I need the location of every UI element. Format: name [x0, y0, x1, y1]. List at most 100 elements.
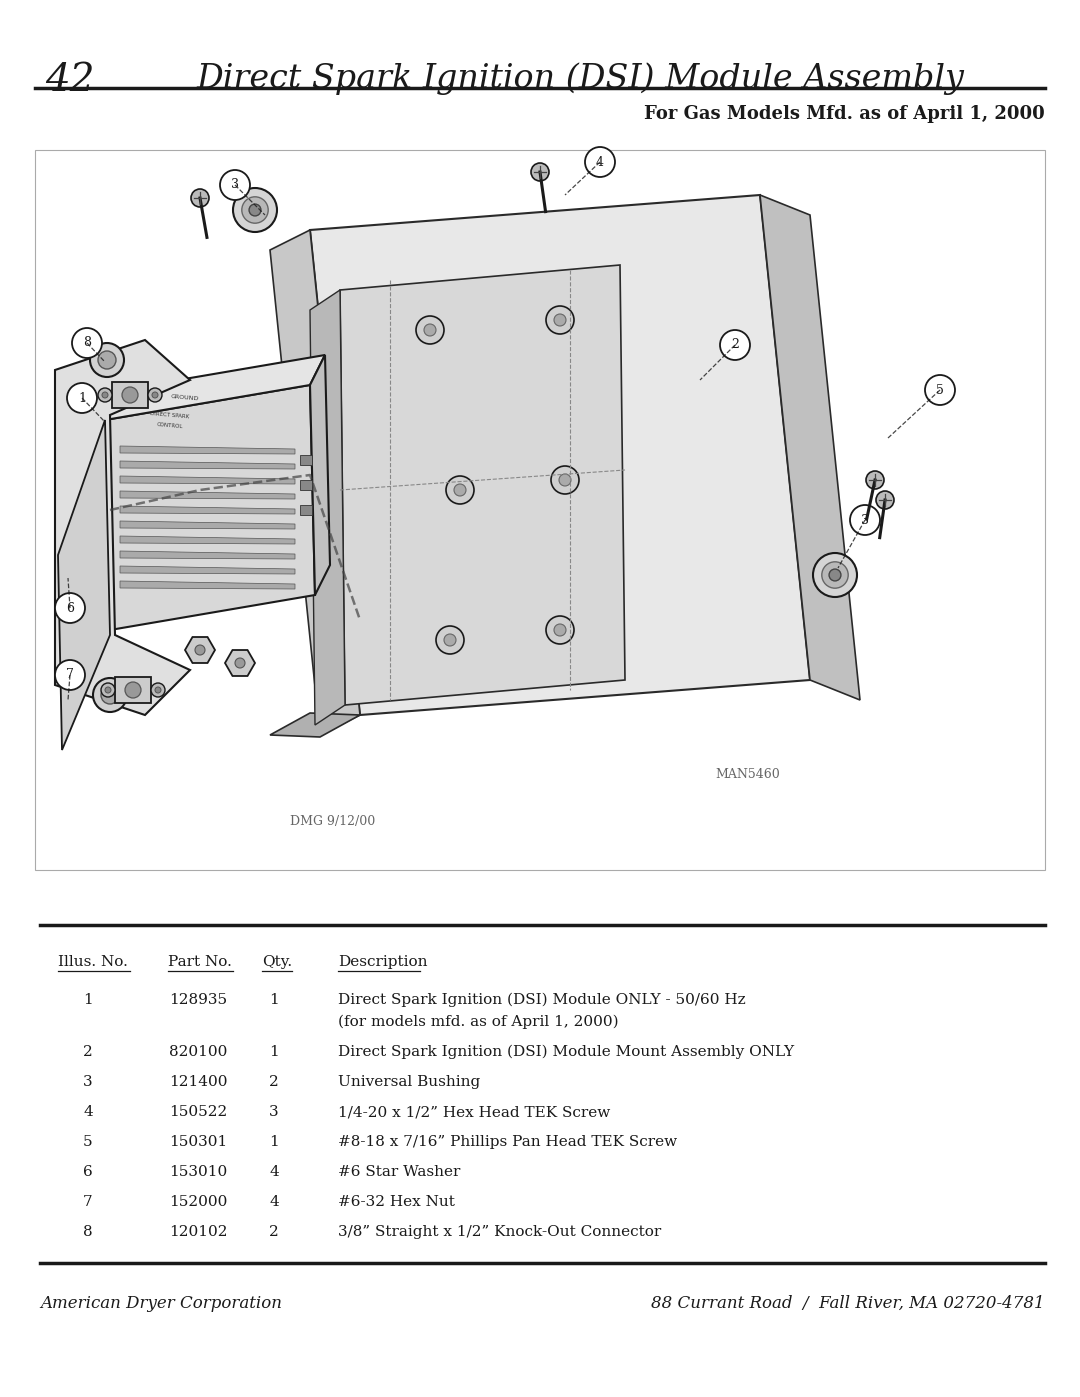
- Polygon shape: [105, 386, 315, 630]
- Polygon shape: [120, 536, 295, 543]
- Text: 1: 1: [83, 993, 93, 1007]
- Circle shape: [242, 197, 268, 224]
- Circle shape: [850, 504, 880, 535]
- Text: 820100: 820100: [168, 1045, 227, 1059]
- Text: 2: 2: [731, 338, 739, 352]
- Circle shape: [585, 147, 615, 177]
- Text: 42: 42: [45, 61, 95, 99]
- Text: CONTROL: CONTROL: [157, 422, 184, 429]
- Text: GROUND: GROUND: [171, 394, 200, 401]
- Circle shape: [444, 634, 456, 645]
- Circle shape: [105, 687, 111, 693]
- Text: 121400: 121400: [168, 1076, 227, 1090]
- Bar: [112, 381, 148, 408]
- Text: 120102: 120102: [168, 1225, 227, 1239]
- Text: 2: 2: [83, 1045, 93, 1059]
- Text: 128935: 128935: [168, 993, 227, 1007]
- Text: 1/4-20 x 1/2” Hex Head TEK Screw: 1/4-20 x 1/2” Hex Head TEK Screw: [338, 1105, 610, 1119]
- Circle shape: [554, 314, 566, 326]
- Text: 150522: 150522: [168, 1105, 227, 1119]
- Text: Part No.: Part No.: [168, 956, 232, 970]
- Circle shape: [446, 476, 474, 504]
- Circle shape: [72, 328, 102, 358]
- Circle shape: [90, 344, 124, 377]
- Text: 4: 4: [269, 1165, 279, 1179]
- Circle shape: [148, 388, 162, 402]
- Circle shape: [55, 659, 85, 690]
- Polygon shape: [58, 420, 110, 750]
- Polygon shape: [120, 476, 295, 483]
- Circle shape: [546, 616, 573, 644]
- Circle shape: [93, 678, 127, 712]
- Text: MAN5460: MAN5460: [715, 768, 780, 781]
- Circle shape: [102, 393, 108, 398]
- Text: 2: 2: [269, 1076, 279, 1090]
- Text: Universal Bushing: Universal Bushing: [338, 1076, 481, 1090]
- Polygon shape: [310, 355, 330, 595]
- Circle shape: [220, 170, 249, 200]
- Circle shape: [813, 553, 858, 597]
- Polygon shape: [225, 650, 255, 676]
- Polygon shape: [340, 265, 625, 705]
- Text: 1: 1: [78, 391, 86, 405]
- Circle shape: [424, 324, 436, 337]
- Text: Qty.: Qty.: [262, 956, 292, 970]
- Text: 3: 3: [231, 179, 239, 191]
- Circle shape: [195, 645, 205, 655]
- Text: 150301: 150301: [168, 1134, 227, 1148]
- Text: 8: 8: [83, 337, 91, 349]
- Polygon shape: [120, 446, 295, 454]
- Circle shape: [67, 383, 97, 414]
- Polygon shape: [120, 521, 295, 529]
- Bar: [300, 455, 312, 465]
- Polygon shape: [760, 196, 860, 700]
- Text: Description: Description: [338, 956, 428, 970]
- Text: #6 Star Washer: #6 Star Washer: [338, 1165, 460, 1179]
- Circle shape: [102, 683, 114, 697]
- Text: 4: 4: [269, 1194, 279, 1208]
- Polygon shape: [120, 506, 295, 514]
- Circle shape: [125, 682, 141, 698]
- Text: DIRECT SPARK: DIRECT SPARK: [150, 411, 190, 419]
- Polygon shape: [120, 550, 295, 559]
- Text: #8-18 x 7/16” Phillips Pan Head TEK Screw: #8-18 x 7/16” Phillips Pan Head TEK Scre…: [338, 1134, 677, 1148]
- Text: 1: 1: [269, 1045, 279, 1059]
- Text: DMG 9/12/00: DMG 9/12/00: [291, 814, 375, 828]
- Circle shape: [546, 306, 573, 334]
- Text: 4: 4: [596, 155, 604, 169]
- Text: 7: 7: [66, 669, 73, 682]
- Text: 3: 3: [83, 1076, 93, 1090]
- Text: For Gas Models Mfd. as of April 1, 2000: For Gas Models Mfd. as of April 1, 2000: [645, 105, 1045, 123]
- Circle shape: [559, 474, 571, 486]
- Text: 1: 1: [269, 1134, 279, 1148]
- Text: Direct Spark Ignition (DSI) Module Mount Assembly ONLY: Direct Spark Ignition (DSI) Module Mount…: [338, 1045, 794, 1059]
- Text: 6: 6: [83, 1165, 93, 1179]
- Circle shape: [122, 387, 138, 402]
- Circle shape: [152, 393, 158, 398]
- Circle shape: [822, 562, 848, 588]
- Circle shape: [551, 467, 579, 495]
- Circle shape: [924, 374, 955, 405]
- Text: 3: 3: [269, 1105, 279, 1119]
- Polygon shape: [120, 566, 295, 574]
- Text: 7: 7: [83, 1194, 93, 1208]
- Text: 8: 8: [83, 1225, 93, 1239]
- Text: 5: 5: [83, 1134, 93, 1148]
- Polygon shape: [270, 712, 360, 738]
- Polygon shape: [310, 291, 345, 725]
- Bar: [300, 504, 312, 515]
- Bar: [35, 149, 1045, 870]
- Circle shape: [554, 624, 566, 636]
- Polygon shape: [120, 581, 295, 590]
- Polygon shape: [310, 196, 810, 715]
- Circle shape: [249, 204, 261, 217]
- Text: American Dryer Corporation: American Dryer Corporation: [40, 1295, 282, 1312]
- Circle shape: [156, 687, 161, 693]
- Circle shape: [454, 483, 465, 496]
- Text: 3/8” Straight x 1/2” Knock-Out Connector: 3/8” Straight x 1/2” Knock-Out Connector: [338, 1225, 661, 1239]
- Text: Direct Spark Ignition (DSI) Module Assembly: Direct Spark Ignition (DSI) Module Assem…: [197, 61, 964, 95]
- Text: Illus. No.: Illus. No.: [58, 956, 127, 970]
- Circle shape: [233, 189, 276, 232]
- Text: 152000: 152000: [168, 1194, 227, 1208]
- Bar: [114, 678, 151, 703]
